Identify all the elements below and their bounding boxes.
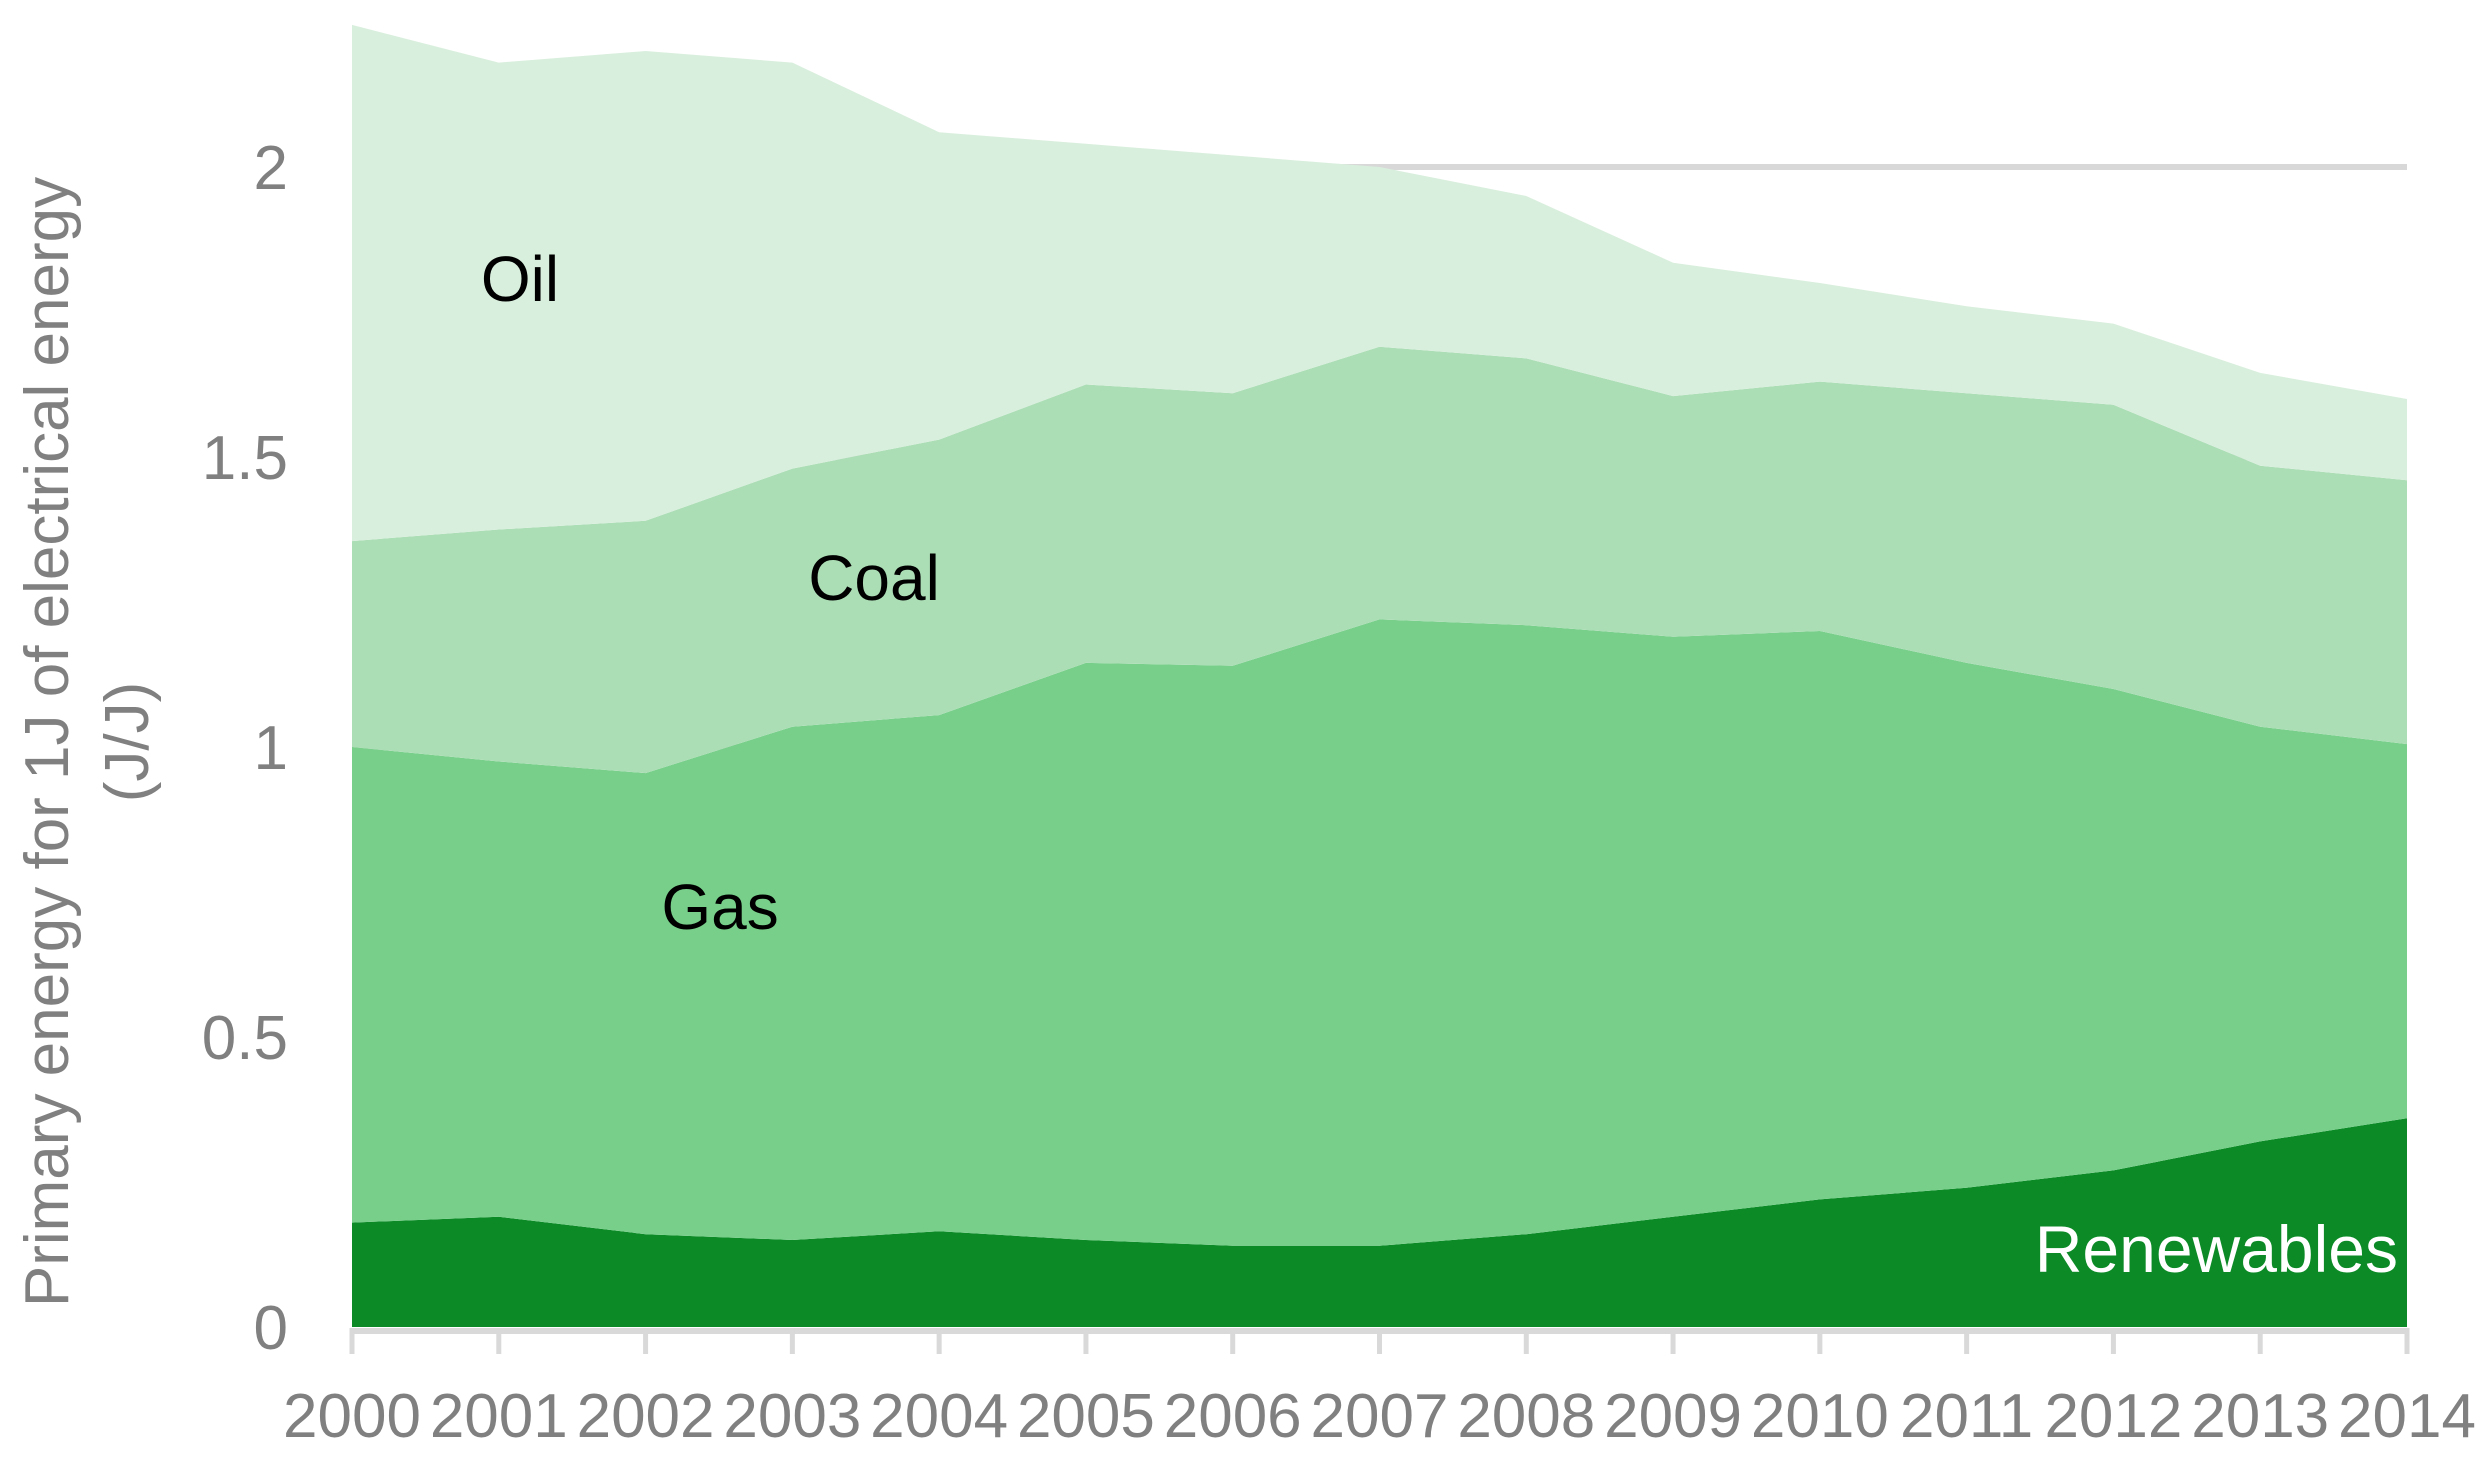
y-tick-label-0: 0 (254, 1294, 288, 1363)
y-axis-title-line2: (J/J) (93, 682, 162, 803)
x-tick-2012 (2110, 1328, 2116, 1354)
x-tick-label-2010: 2010 (1751, 1382, 1889, 1451)
x-tick-2001 (496, 1328, 502, 1354)
y-tick-label-1.5: 1.5 (202, 424, 288, 493)
x-tick-label-2014: 2014 (2338, 1382, 2476, 1451)
gas-area (352, 619, 2407, 1246)
x-axis-layer (349, 1328, 2410, 1354)
x-tick-label-2000: 2000 (283, 1382, 421, 1451)
x-tick-label-2004: 2004 (870, 1382, 1008, 1451)
x-tick-2005 (1083, 1328, 1089, 1354)
x-tick-label-2013: 2013 (2191, 1382, 2329, 1451)
x-tick-label-2008: 2008 (1457, 1382, 1595, 1451)
x-tick-2004 (936, 1328, 942, 1354)
x-tick-2000 (349, 1328, 355, 1354)
x-tick-label-2002: 2002 (577, 1382, 715, 1451)
x-tick-2013 (2257, 1328, 2263, 1354)
y-tick-label-0.5: 0.5 (202, 1004, 288, 1073)
area-series-layer (352, 24, 2407, 1327)
y-tick-label-2: 2 (254, 134, 288, 203)
x-tick-2003 (789, 1328, 795, 1354)
x-tick-2006 (1230, 1328, 1236, 1354)
x-tick-2007 (1377, 1328, 1382, 1354)
y-axis-title-line1: Primary energy for 1J of electrical ener… (13, 177, 82, 1307)
series-label-coal: Coal (808, 542, 940, 614)
renewables-area (352, 1118, 2407, 1327)
x-tick-2008 (1523, 1328, 1529, 1354)
coal-area (352, 346, 2407, 774)
series-label-renewables: Renewables (2035, 1212, 2398, 1286)
series-label-oil: Oil (481, 243, 559, 315)
x-tick-label-2007: 2007 (1311, 1382, 1449, 1451)
x-tick-label-2003: 2003 (723, 1382, 861, 1451)
x-tick-label-2012: 2012 (2044, 1382, 2182, 1451)
oil-area (352, 24, 2407, 542)
x-tick-2010 (1817, 1328, 1823, 1354)
series-labels: Oil Coal Gas Renewables (481, 243, 2398, 1286)
x-tick-2014 (2404, 1328, 2410, 1354)
y-tick-labels: 0 0.5 1 1.5 2 (202, 134, 288, 1363)
x-tick-labels: 2000 2001 2002 2003 2004 2005 2006 2007 2008 2009… (283, 1382, 2476, 1451)
x-tick-label-2001: 2001 (430, 1382, 568, 1451)
series-label-gas: Gas (661, 871, 778, 943)
x-tick-2002 (643, 1328, 649, 1354)
x-tick-label-2006: 2006 (1164, 1382, 1302, 1451)
x-tick-2009 (1670, 1328, 1676, 1354)
y-axis-title: Primary energy for 1J of electrical ener… (13, 177, 162, 1307)
x-tick-label-2005: 2005 (1017, 1382, 1155, 1451)
x-tick-label-2009: 2009 (1604, 1382, 1742, 1451)
x-tick-2011 (1964, 1328, 1970, 1354)
y-tick-label-1: 1 (254, 714, 288, 783)
x-tick-label-2011: 2011 (1900, 1382, 2033, 1451)
